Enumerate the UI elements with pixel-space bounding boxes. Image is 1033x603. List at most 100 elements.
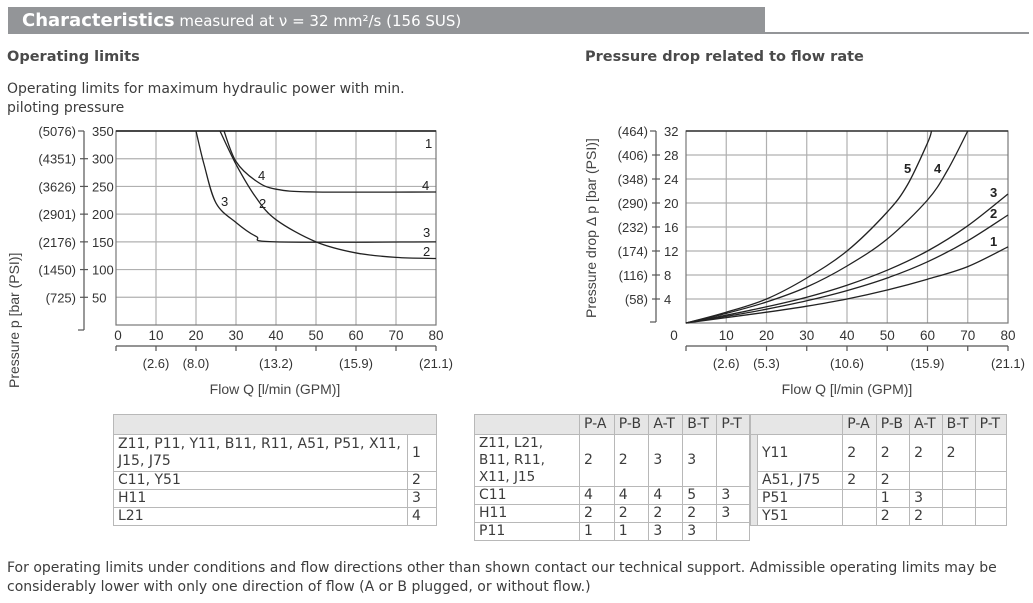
column-header: P-A — [579, 414, 615, 435]
cell: 4 — [648, 486, 684, 505]
svg-text:4: 4 — [422, 178, 429, 193]
svg-text:32: 32 — [664, 124, 678, 139]
svg-text:3: 3 — [221, 194, 228, 209]
svg-text:40: 40 — [839, 328, 854, 343]
valve-list: Y11 — [756, 434, 844, 472]
cell — [941, 471, 976, 490]
chart-grid — [78, 130, 437, 351]
cell: 2 — [842, 471, 877, 490]
svg-text:3: 3 — [990, 185, 997, 200]
column-header: A-T — [648, 414, 684, 435]
curve-2 — [219, 130, 437, 260]
table-row: C11, Y51 2 — [113, 471, 437, 490]
operating-limits-description: Operating limits for maximum hydraulic p… — [7, 81, 405, 116]
table-row: P51 1 3 — [751, 489, 1008, 508]
svg-text:(348): (348) — [618, 172, 648, 187]
column-header: B-T — [941, 414, 976, 435]
cell — [842, 489, 877, 508]
cell: 2 — [682, 504, 718, 523]
svg-text:30: 30 — [799, 328, 814, 343]
svg-text:100: 100 — [92, 263, 114, 278]
svg-text:80: 80 — [1000, 328, 1015, 343]
cell — [974, 471, 1008, 490]
svg-text:(725): (725) — [46, 290, 76, 305]
x-axis-label: Flow Q [l/min (GPM)] — [210, 381, 341, 397]
table-row: L21 4 — [113, 507, 437, 526]
svg-text:(174): (174) — [618, 244, 648, 259]
cell: 2 — [875, 434, 911, 472]
cell: 2 — [909, 434, 943, 472]
table-row: Y11 2 2 2 2 — [750, 434, 1008, 526]
cell: 3 — [648, 434, 684, 487]
y-axis-label: Pressure drop Δ p [bar (PSI)] — [583, 138, 599, 318]
operating-limits-chart: 50(725)100(1450)150(2176)200(2901)250(36… — [6, 124, 453, 397]
svg-text:5: 5 — [904, 161, 911, 176]
valve-list: L21 — [113, 507, 408, 526]
cell: 4 — [579, 486, 615, 505]
table-header — [113, 414, 437, 435]
cell — [842, 507, 877, 526]
cell — [941, 489, 976, 508]
column-header: P-B — [875, 414, 911, 435]
svg-text:(116): (116) — [619, 268, 648, 283]
operating-limits-title: Operating limits — [7, 49, 140, 65]
svg-text:150: 150 — [92, 235, 114, 250]
cell: 3 — [909, 489, 943, 508]
cell: 2 — [579, 434, 615, 487]
table-row: H11 3 — [113, 489, 437, 508]
svg-text:24: 24 — [664, 172, 678, 187]
cell: 1 — [579, 522, 615, 541]
header-rule — [765, 32, 1029, 34]
table-row: H11 2 2 2 2 3 — [474, 504, 750, 523]
svg-text:16: 16 — [664, 220, 678, 235]
table-row: Y51 2 2 — [751, 507, 1008, 526]
svg-text:2: 2 — [990, 206, 997, 221]
header-title-rest: measured at ν = 32 mm²/s (156 SUS) — [174, 12, 462, 30]
cell: 2 — [909, 507, 943, 526]
svg-text:350: 350 — [92, 124, 114, 139]
curve-number: 1 — [407, 434, 437, 472]
table-header-blank — [474, 414, 580, 435]
pressure-drop-table-left: P-A P-B A-T B-T P-T Z11, L21, B11, R11, … — [474, 414, 750, 541]
table-header-blank — [749, 414, 844, 435]
svg-text:40: 40 — [268, 328, 283, 343]
valve-list: A51, J75 — [756, 471, 844, 490]
svg-text:(1450): (1450) — [38, 263, 76, 278]
chart-labels: 50(725)100(1450)150(2176)200(2901)250(36… — [38, 124, 453, 371]
svg-text:(406): (406) — [618, 148, 648, 163]
svg-text:50: 50 — [308, 328, 323, 343]
svg-text:60: 60 — [348, 328, 363, 343]
curve-number: 4 — [407, 507, 437, 526]
svg-text:80: 80 — [428, 328, 443, 343]
operating-limits-table: Z11, P11, Y11, B11, R11, A51, P51, X11, … — [113, 414, 437, 526]
svg-text:(2176): (2176) — [38, 235, 76, 250]
svg-text:4: 4 — [934, 161, 942, 176]
curve-4 — [685, 130, 969, 324]
valve-list: C11 — [474, 486, 580, 505]
svg-text:(4351): (4351) — [38, 152, 76, 167]
svg-text:(15.9): (15.9) — [911, 356, 945, 371]
cell: 2 — [613, 504, 650, 523]
svg-text:(21.1): (21.1) — [419, 356, 453, 371]
column-header: A-T — [909, 414, 943, 435]
cell: 2 — [875, 507, 911, 526]
cell — [716, 522, 750, 541]
column-header: P-T — [974, 414, 1008, 435]
svg-text:(8.0): (8.0) — [183, 356, 210, 371]
cell: 4 — [613, 486, 650, 505]
valve-list: P11 — [474, 522, 580, 541]
svg-text:8: 8 — [664, 268, 671, 283]
svg-text:4: 4 — [664, 292, 671, 307]
cell — [941, 507, 976, 526]
cell: 3 — [648, 522, 684, 541]
valve-list: Y51 — [756, 507, 844, 526]
cell: 2 — [875, 471, 911, 490]
valve-list: Z11, L21, B11, R11, X11, J15 — [474, 434, 580, 487]
column-header: P-T — [716, 414, 750, 435]
cell — [716, 434, 750, 487]
svg-text:(5076): (5076) — [38, 124, 76, 139]
cell: 3 — [682, 434, 718, 487]
valve-list: Z11, P11, Y11, B11, R11, A51, P51, X11, … — [113, 434, 408, 472]
svg-text:(15.9): (15.9) — [339, 356, 373, 371]
footer-note: For operating limits under conditions an… — [7, 560, 997, 595]
